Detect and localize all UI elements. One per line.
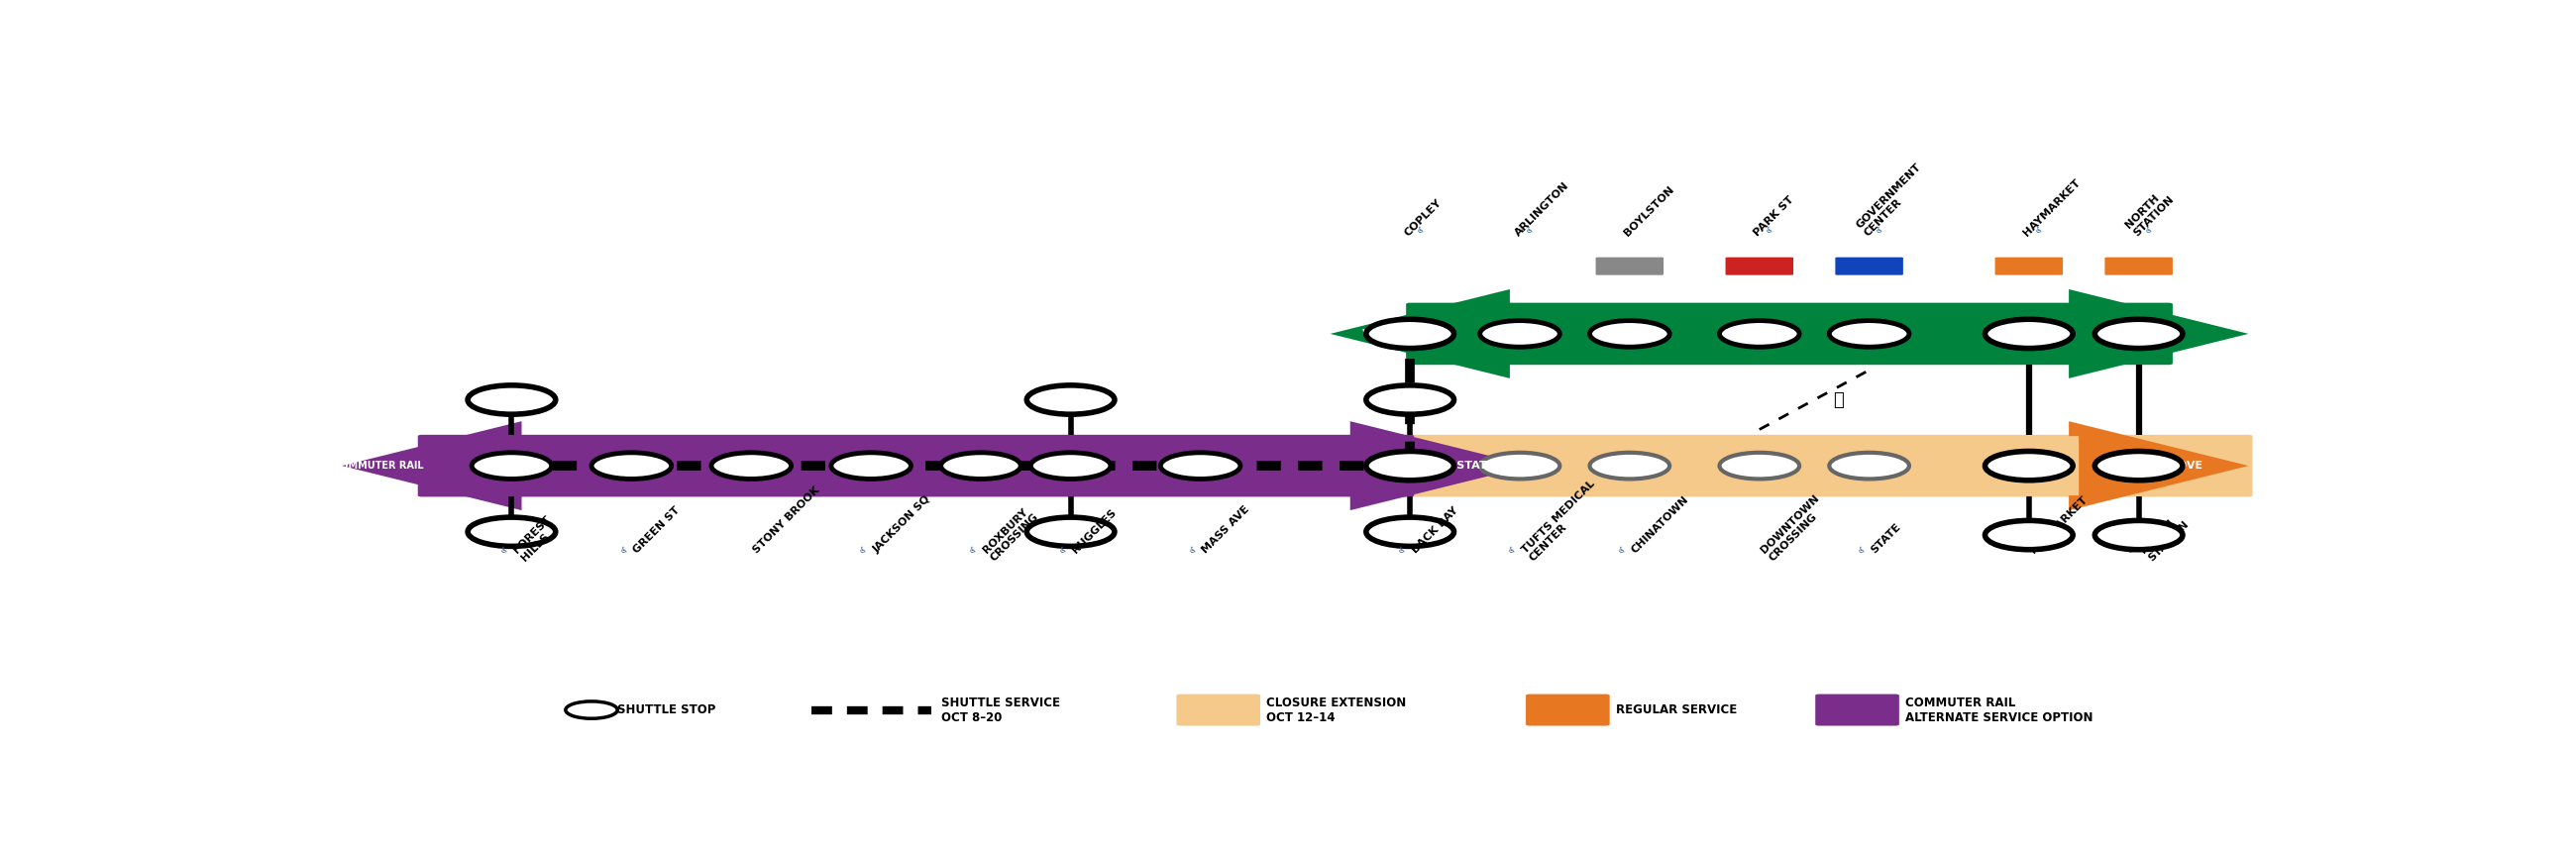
Polygon shape bbox=[1329, 290, 1510, 378]
Text: HAYMARKET: HAYMARKET bbox=[2030, 494, 2089, 555]
Text: COMMUTER RAIL: COMMUTER RAIL bbox=[332, 461, 422, 470]
Text: GREEN ST: GREEN ST bbox=[631, 505, 683, 555]
FancyBboxPatch shape bbox=[1177, 694, 1260, 726]
Text: ♿: ♿ bbox=[969, 546, 976, 555]
Circle shape bbox=[1479, 321, 1561, 347]
FancyBboxPatch shape bbox=[417, 434, 1414, 497]
Circle shape bbox=[1365, 320, 1453, 348]
Text: ROXBURY
CROSSING: ROXBURY CROSSING bbox=[981, 504, 1041, 563]
Circle shape bbox=[2094, 452, 2182, 480]
FancyBboxPatch shape bbox=[1406, 434, 2251, 497]
Text: ♿: ♿ bbox=[1525, 226, 1533, 235]
Text: ♿: ♿ bbox=[2146, 226, 2154, 235]
Text: MEDFORD/TUFTS
UNION SQ: MEDFORD/TUFTS UNION SQ bbox=[2259, 324, 2344, 344]
Circle shape bbox=[2094, 520, 2182, 549]
Circle shape bbox=[1028, 386, 1115, 414]
Text: ♿: ♿ bbox=[2128, 546, 2136, 555]
Text: RUGGLES: RUGGLES bbox=[1072, 507, 1118, 555]
Circle shape bbox=[471, 452, 551, 479]
Text: MASS AVE: MASS AVE bbox=[1200, 504, 1252, 555]
Text: GOVERNMENT
CENTER: GOVERNMENT CENTER bbox=[1855, 161, 1932, 238]
Text: 🚶: 🚶 bbox=[1834, 391, 1844, 409]
Text: FOREST
HILLS: FOREST HILLS bbox=[513, 514, 562, 563]
Polygon shape bbox=[2069, 290, 2249, 378]
Text: NORTH
STATION: NORTH STATION bbox=[2138, 511, 2192, 563]
FancyBboxPatch shape bbox=[1834, 257, 1904, 275]
FancyBboxPatch shape bbox=[1406, 303, 2172, 365]
Text: COMMUTER RAIL
ALTERNATE SERVICE OPTION: COMMUTER RAIL ALTERNATE SERVICE OPTION bbox=[1906, 696, 2092, 724]
Text: ♿: ♿ bbox=[858, 546, 868, 555]
Circle shape bbox=[1989, 452, 2069, 479]
Text: ♿: ♿ bbox=[1507, 546, 1515, 555]
Circle shape bbox=[1365, 386, 1453, 414]
Circle shape bbox=[1829, 321, 1909, 347]
Circle shape bbox=[1986, 520, 2074, 549]
FancyBboxPatch shape bbox=[1816, 694, 1899, 726]
Circle shape bbox=[2099, 452, 2179, 479]
Text: ♿: ♿ bbox=[1059, 546, 1066, 555]
Text: NORTH
STATION: NORTH STATION bbox=[2123, 186, 2177, 238]
Circle shape bbox=[711, 452, 791, 479]
Circle shape bbox=[2094, 320, 2182, 348]
Text: CLOSURE EXTENSION
OCT 12–14: CLOSURE EXTENSION OCT 12–14 bbox=[1267, 696, 1406, 724]
Circle shape bbox=[1721, 321, 1798, 347]
Circle shape bbox=[1589, 452, 1669, 479]
Circle shape bbox=[1365, 452, 1453, 480]
Circle shape bbox=[1721, 452, 1798, 479]
Text: OAK GROVE: OAK GROVE bbox=[2406, 461, 2481, 470]
Text: ♿: ♿ bbox=[1875, 226, 1883, 235]
Circle shape bbox=[469, 518, 556, 546]
Text: SHUTTLE STOP: SHUTTLE STOP bbox=[618, 704, 716, 716]
FancyBboxPatch shape bbox=[1525, 694, 1610, 726]
Circle shape bbox=[1589, 321, 1669, 347]
Circle shape bbox=[1370, 452, 1450, 479]
Text: OAK GROVE: OAK GROVE bbox=[2130, 461, 2202, 470]
Circle shape bbox=[940, 452, 1020, 479]
FancyBboxPatch shape bbox=[2105, 257, 2172, 275]
Circle shape bbox=[567, 701, 618, 718]
Text: ♿: ♿ bbox=[1765, 226, 1772, 235]
FancyBboxPatch shape bbox=[1994, 257, 2063, 275]
Text: TUFTS MEDICAL
CENTER: TUFTS MEDICAL CENTER bbox=[1520, 478, 1605, 563]
Text: COPLEY: COPLEY bbox=[1404, 197, 1443, 238]
Circle shape bbox=[592, 452, 672, 479]
Text: BACK BAY: BACK BAY bbox=[1409, 506, 1461, 555]
Circle shape bbox=[1479, 452, 1561, 479]
Text: STONY BROOK: STONY BROOK bbox=[752, 485, 822, 555]
Text: ARLINGTON: ARLINGTON bbox=[1512, 180, 1571, 238]
Text: ♿: ♿ bbox=[1417, 226, 1425, 235]
Text: ♿: ♿ bbox=[1399, 546, 1406, 555]
Polygon shape bbox=[1311, 422, 1530, 510]
Circle shape bbox=[1159, 452, 1239, 479]
Text: ♿: ♿ bbox=[1618, 546, 1625, 555]
Circle shape bbox=[1030, 452, 1110, 479]
Text: REGULAR SERVICE: REGULAR SERVICE bbox=[1615, 704, 1736, 716]
Text: ♿: ♿ bbox=[618, 546, 629, 555]
Text: DOWNTOWN
CROSSING: DOWNTOWN CROSSING bbox=[1759, 493, 1829, 563]
Text: WEST: WEST bbox=[1363, 329, 1399, 339]
Circle shape bbox=[1986, 452, 2074, 480]
Text: BOYLSTON: BOYLSTON bbox=[1623, 184, 1677, 238]
Text: ♿: ♿ bbox=[1857, 546, 1865, 555]
Polygon shape bbox=[343, 422, 520, 510]
Text: HAYMARKET: HAYMARKET bbox=[2022, 177, 2081, 238]
Text: SOUTH STATION: SOUTH STATION bbox=[1409, 461, 1510, 470]
Text: ♿: ♿ bbox=[1188, 546, 1195, 555]
Circle shape bbox=[1829, 452, 1909, 479]
Polygon shape bbox=[2069, 422, 2249, 510]
Circle shape bbox=[1365, 518, 1453, 546]
Circle shape bbox=[1028, 518, 1115, 546]
FancyBboxPatch shape bbox=[1595, 257, 1664, 275]
Text: PARK ST: PARK ST bbox=[1752, 195, 1795, 238]
Circle shape bbox=[469, 386, 556, 414]
Circle shape bbox=[1986, 320, 2074, 348]
FancyBboxPatch shape bbox=[1726, 257, 1793, 275]
Text: SHUTTLE SERVICE
OCT 8–20: SHUTTLE SERVICE OCT 8–20 bbox=[940, 696, 1059, 724]
Text: STATE: STATE bbox=[1870, 522, 1904, 555]
Text: ♿: ♿ bbox=[2035, 226, 2043, 235]
Circle shape bbox=[832, 452, 912, 479]
Text: CHINATOWN: CHINATOWN bbox=[1631, 494, 1690, 555]
Text: ♿: ♿ bbox=[500, 546, 507, 555]
Text: JACKSON SQ: JACKSON SQ bbox=[871, 494, 933, 555]
